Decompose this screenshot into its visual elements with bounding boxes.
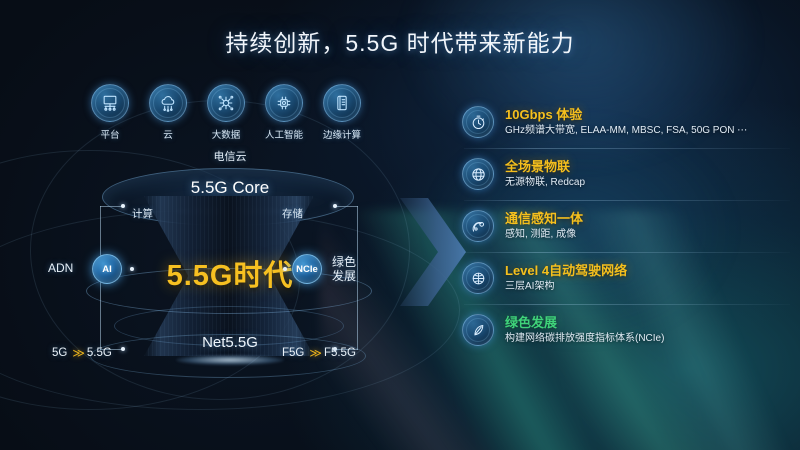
ncie-connector-dot (283, 267, 287, 271)
big-data-icon (207, 84, 245, 122)
evolution-f5g-from: F5G (282, 347, 305, 359)
capability-sub: 无源物联, Redcap (505, 176, 586, 188)
core-label: 5.5G Core (190, 178, 270, 197)
evolution-5g-to: 5.5G (86, 347, 112, 359)
capability-sub: GHz频谱大带宽, ELAA-MM, MBSC, FSA, 50G PON ⋯ (505, 124, 748, 136)
technology-icon-row: 平台 云 大数据 (86, 84, 366, 141)
ai-brain-icon (265, 84, 303, 122)
edge-computing-icon (323, 84, 361, 122)
capability-panel: 10Gbps 体验 GHz频谱大带宽, ELAA-MM, MBSC, FSA, … (458, 96, 794, 356)
tech-icon-platform[interactable]: 平台 (86, 84, 134, 141)
chevron-right-icon: ≫ (72, 346, 84, 360)
evolution-5g-from: 5G (52, 347, 68, 359)
tech-icon-label: 人工智能 (264, 130, 303, 141)
era-title: 5.5G时代 (166, 260, 294, 292)
capability-text: Level 4自动驾驶网络 三层AI架构 (505, 263, 627, 294)
compute-label: 计算 (132, 208, 153, 220)
green-development-line2: 发展 (332, 268, 357, 283)
capability-item-autonomous-network[interactable]: Level 4自动驾驶网络 三层AI架构 (458, 252, 794, 304)
chevron-right-icon: ≫ (309, 346, 321, 360)
right-chevron-arrow (398, 196, 470, 308)
capability-item-green[interactable]: 绿色发展 构建网络碳排放强度指标体系(NCIe) (458, 304, 794, 356)
capability-sub: 三层AI架构 (505, 280, 555, 292)
capability-text: 10Gbps 体验 GHz频谱大带宽, ELAA-MM, MBSC, FSA, … (505, 107, 747, 138)
capability-item-sensing[interactable]: 通信感知一体 感知, 测距, 成像 (458, 200, 794, 252)
capability-sub: 感知, 测距, 成像 (505, 228, 577, 240)
net-label: Net5.5G (202, 334, 258, 351)
node-ncie[interactable]: NCIe (292, 254, 322, 284)
tech-icon-label: 大数据 (211, 130, 241, 141)
capability-head: 通信感知一体 (505, 210, 584, 226)
evolution-5g: 5G ≫ 5.5G (52, 346, 112, 360)
tech-icon-label: 边缘计算 (322, 130, 361, 141)
page-title: 持续创新，5.5G 时代带来新能力 (225, 30, 575, 56)
tech-icon-label: 云 (163, 130, 173, 141)
capability-head: 绿色发展 (505, 314, 558, 330)
net-glow-plate (176, 355, 284, 365)
telecom-cloud-label: 电信云 (213, 151, 247, 163)
capability-head: 全场景物联 (505, 158, 571, 174)
autonomous-network-icon (462, 262, 494, 294)
capability-text: 绿色发展 构建网络碳排放强度指标体系(NCIe) (505, 315, 664, 346)
capability-text: 全场景物联 无源物联, Redcap (505, 159, 585, 190)
capability-item-iot[interactable]: 全场景物联 无源物联, Redcap (458, 148, 794, 200)
capability-head: 10Gbps 体验 (505, 106, 583, 122)
adn-label: ADN (48, 261, 74, 275)
tech-icon-ai[interactable]: 人工智能 (260, 84, 308, 141)
architecture-diagram: 电信云 5.5G Core 5.5G时代 Net5.5G 计算 (40, 148, 420, 388)
green-development-line1: 绿色 (332, 255, 357, 269)
ai-connector-dot (130, 267, 134, 271)
capability-text: 通信感知一体 感知, 测距, 成像 (505, 211, 583, 242)
tech-icon-cloud[interactable]: 云 (144, 84, 192, 141)
iot-globe-icon (462, 158, 494, 190)
capability-head: Level 4自动驾驶网络 (505, 262, 628, 278)
capability-sub: 构建网络碳排放强度指标体系(NCIe) (505, 332, 665, 344)
evolution-f5g: F5G ≫ F5.5G (282, 346, 356, 360)
tech-icon-label: 平台 (100, 130, 120, 141)
capability-item-10gbps[interactable]: 10Gbps 体验 GHz频谱大带宽, ELAA-MM, MBSC, FSA, … (458, 96, 794, 148)
green-development-label: 绿色 发展 (332, 255, 357, 284)
evolution-f5g-to: F5.5G (323, 347, 356, 359)
tech-icon-big-data[interactable]: 大数据 (202, 84, 250, 141)
leaf-icon (462, 314, 494, 346)
cloud-icon (149, 84, 187, 122)
platform-icon (91, 84, 129, 122)
node-ai[interactable]: AI (92, 254, 122, 284)
storage-label: 存储 (282, 208, 303, 220)
sensing-icon (462, 210, 494, 242)
tech-icon-edge-computing[interactable]: 边缘计算 (318, 84, 366, 141)
stopwatch-icon (462, 106, 494, 138)
